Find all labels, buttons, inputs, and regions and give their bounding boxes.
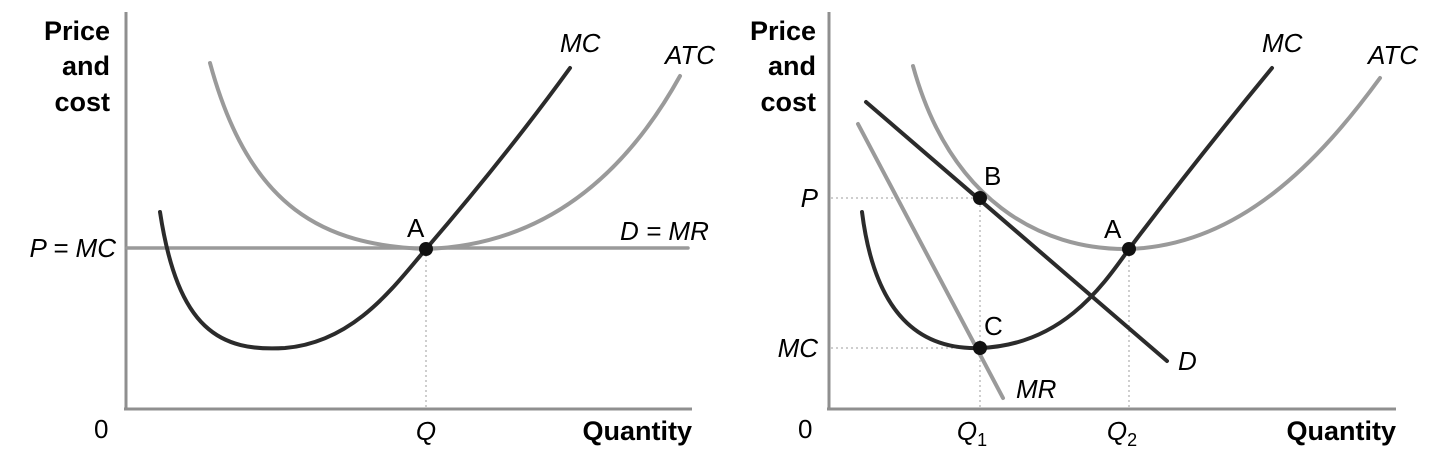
- left-series-mc: [158, 66, 572, 351]
- left-series-atc: [208, 61, 682, 252]
- right-label-d: D: [1178, 346, 1197, 376]
- left-label-d-mr: D = MR: [620, 216, 709, 246]
- left-panel: Price and cost 0 Quantity A MC ATC D = M…: [30, 12, 715, 446]
- right-ytick-p: P: [801, 183, 819, 213]
- left-xtick-q: Q: [416, 416, 436, 446]
- left-label-atc: ATC: [663, 40, 715, 70]
- right-ylabel-line-1: Price: [750, 16, 816, 46]
- right-point-a-label: A: [1104, 214, 1122, 244]
- left-ylabel-line-3: cost: [54, 87, 110, 117]
- right-xtick-q2: Q2: [1107, 416, 1137, 450]
- right-point-c: [973, 341, 987, 355]
- right-point-b-label: B: [984, 161, 1001, 191]
- right-series-d: [864, 100, 1169, 363]
- right-xtick-q2-base: Q: [1107, 416, 1127, 446]
- left-ytick-p-mc: P = MC: [30, 233, 117, 263]
- right-label-atc: ATC: [1366, 40, 1418, 70]
- right-point-a: [1122, 242, 1136, 256]
- right-label-mr: MR: [1016, 374, 1056, 404]
- right-label-mc: MC: [1262, 28, 1303, 58]
- right-origin-label: 0: [798, 414, 812, 444]
- right-xtick-q1-base: Q: [957, 416, 977, 446]
- right-xtick-q1-sub: 1: [977, 430, 987, 450]
- left-ylabel-line-1: Price: [44, 16, 110, 46]
- right-xlabel: Quantity: [1286, 416, 1396, 446]
- right-panel: Price and cost 0 Quantity B A C MC ATC D…: [750, 12, 1418, 450]
- right-point-b: [973, 191, 987, 205]
- left-xlabel: Quantity: [582, 416, 692, 446]
- left-point-a: [419, 242, 433, 256]
- right-ylabel-line-2: and: [768, 51, 816, 81]
- left-ylabel-line-2: and: [62, 51, 110, 81]
- right-series-mr: [856, 122, 1005, 400]
- right-ylabel-line-3: cost: [760, 87, 816, 117]
- right-xtick-q1: Q1: [957, 416, 987, 450]
- left-origin-label: 0: [94, 414, 108, 444]
- right-series-mc: [860, 66, 1274, 351]
- right-ytick-mc: MC: [778, 333, 819, 363]
- right-xtick-q2-sub: 2: [1127, 430, 1137, 450]
- right-series-atc: [911, 64, 1382, 252]
- right-point-c-label: C: [984, 311, 1003, 341]
- left-label-mc: MC: [560, 28, 601, 58]
- left-point-a-label: A: [407, 213, 425, 243]
